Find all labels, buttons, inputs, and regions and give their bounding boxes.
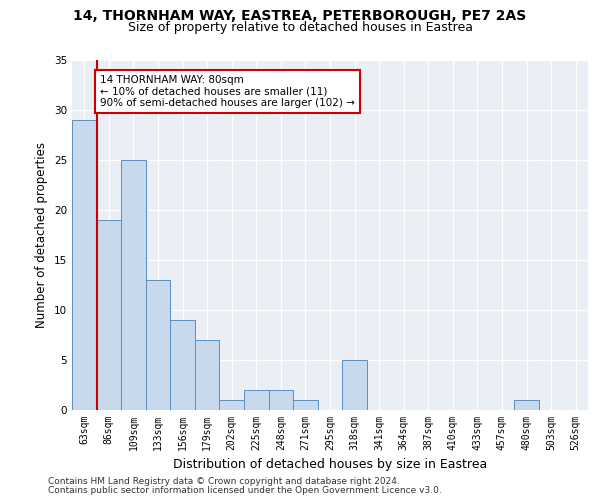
- Bar: [121, 160, 146, 410]
- Bar: [220, 400, 244, 410]
- Text: Contains HM Land Registry data © Crown copyright and database right 2024.: Contains HM Land Registry data © Crown c…: [48, 477, 400, 486]
- Bar: [170, 320, 195, 410]
- Bar: [146, 280, 170, 410]
- Text: Size of property relative to detached houses in Eastrea: Size of property relative to detached ho…: [128, 21, 473, 34]
- Y-axis label: Number of detached properties: Number of detached properties: [35, 142, 49, 328]
- Text: 14, THORNHAM WAY, EASTREA, PETERBOROUGH, PE7 2AS: 14, THORNHAM WAY, EASTREA, PETERBOROUGH,…: [73, 9, 527, 23]
- Bar: [514, 400, 539, 410]
- Bar: [342, 360, 367, 410]
- Bar: [269, 390, 293, 410]
- Bar: [97, 220, 121, 410]
- X-axis label: Distribution of detached houses by size in Eastrea: Distribution of detached houses by size …: [173, 458, 487, 471]
- Bar: [293, 400, 318, 410]
- Bar: [244, 390, 269, 410]
- Text: 14 THORNHAM WAY: 80sqm
← 10% of detached houses are smaller (11)
90% of semi-det: 14 THORNHAM WAY: 80sqm ← 10% of detached…: [100, 75, 355, 108]
- Bar: [195, 340, 220, 410]
- Text: Contains public sector information licensed under the Open Government Licence v3: Contains public sector information licen…: [48, 486, 442, 495]
- Bar: [72, 120, 97, 410]
